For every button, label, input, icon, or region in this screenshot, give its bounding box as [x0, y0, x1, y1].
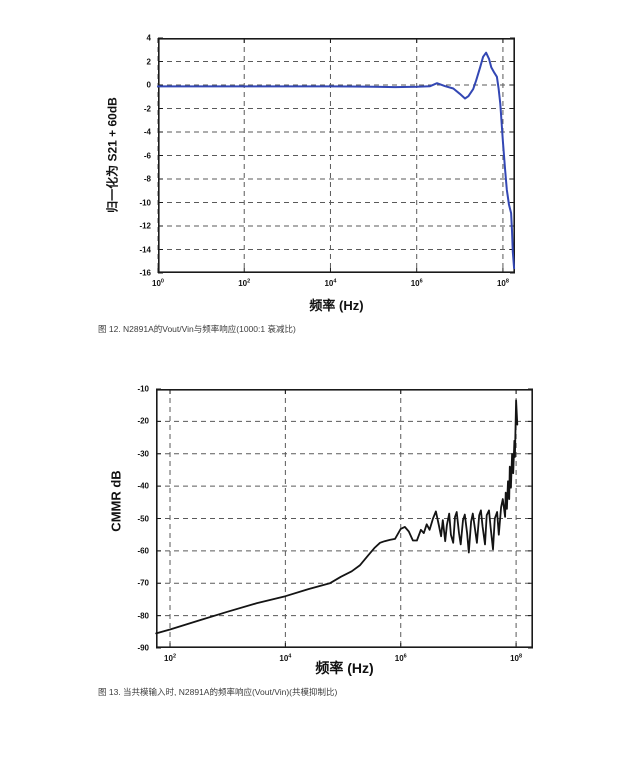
- fig13-y-tick-label: -90: [137, 643, 149, 653]
- fig13-caption: 图 13. 当共模输入时, N2891A的频率响应(Vout/Vin)(共模抑制…: [98, 687, 338, 697]
- fig12-y-tick-label: -2: [143, 104, 151, 113]
- fig12-y-tick-label: 4: [146, 33, 151, 43]
- fig13-chart-canvas: [155, 388, 533, 649]
- fig12-x-tick-label: 102: [238, 278, 251, 288]
- fig13-y-tick-label: -10: [137, 384, 149, 394]
- fig13-y-tick-label: -50: [137, 514, 149, 523]
- fig13-x-tick-label: 102: [164, 653, 176, 663]
- fig13-x-tick-label: 108: [510, 653, 523, 663]
- fig12-y-axis-label: 归一化为 S21 + 60dB: [105, 97, 120, 213]
- fig12-y-tick-label: -16: [139, 268, 151, 278]
- fig12-y-tick-label: -4: [143, 127, 151, 137]
- fig13-y-axis-label: CMMR dB: [108, 470, 124, 532]
- fig13-x-tick-label: 106: [394, 653, 407, 663]
- fig12-y-tick-label: 2: [146, 57, 151, 66]
- fig13-y-tick-label: -70: [137, 578, 149, 588]
- fig12-x-tick-label: 108: [496, 278, 509, 288]
- fig12-caption: 图 12. N2891A的Vout/Vin与频率响应(1000:1 衰减比): [98, 324, 296, 334]
- fig12-y-tick-label: -8: [143, 174, 151, 184]
- fig13-series-line: [155, 399, 519, 635]
- fig13-y-tick-label: -40: [137, 481, 149, 491]
- fig12-x-tick-label: 104: [324, 278, 337, 288]
- fig13-y-tick-label: -60: [137, 546, 149, 556]
- fig13-x-tick-label: 104: [279, 653, 292, 663]
- fig12-x-tick-label: 106: [410, 278, 423, 288]
- fig13-y-tick-label: -30: [137, 449, 149, 459]
- fig12-y-tick-label: -6: [143, 151, 151, 160]
- fig12-y-tick-label: -10: [139, 198, 151, 207]
- fig13-x-axis-label: 频率 (Hz): [315, 660, 374, 676]
- fig12-y-tick-label: -12: [139, 221, 151, 231]
- fig13-y-tick-label: -20: [137, 416, 149, 426]
- fig12-x-tick-label: 100: [152, 278, 164, 288]
- fig12-y-tick-label: 0: [146, 80, 151, 90]
- fig12-plot-area: 100 102 104 106 108 4 2 0 -2 -4 -6 -8 -10 -12 -14 -16: [139, 34, 516, 288]
- fig13-y-tick-label: -80: [137, 611, 149, 621]
- fig13-plot-area: 102 104 106 108 -10 -20 -30 -40 -50 -60 -70 -80 -90: [137, 385, 533, 663]
- fig12-x-axis-label: 频率 (Hz): [309, 298, 364, 313]
- fig12-y-tick-label: -14: [139, 245, 151, 254]
- fig12-chart-canvas: [157, 37, 516, 274]
- fig12-series-line: [157, 51, 516, 270]
